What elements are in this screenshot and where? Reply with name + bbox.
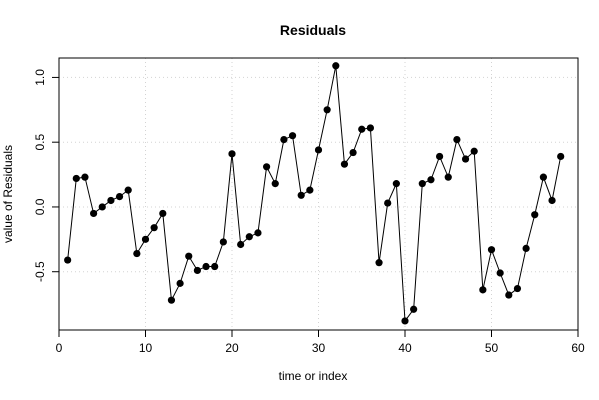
data-point: [271, 180, 279, 188]
x-tick-label: 60: [571, 341, 585, 355]
data-point: [72, 174, 80, 183]
data-point: [557, 152, 565, 161]
data-point: [245, 233, 253, 241]
data-point: [167, 296, 176, 304]
data-point: [98, 203, 106, 211]
data-point: [263, 163, 271, 171]
data-point: [436, 152, 444, 161]
data-point: [64, 256, 72, 264]
data-point: [496, 269, 504, 277]
data-point: [531, 211, 539, 219]
x-tick-label: 30: [312, 341, 326, 355]
data-point: [133, 249, 141, 258]
data-point: [366, 124, 374, 132]
data-point: [107, 196, 115, 205]
data-point: [81, 173, 89, 181]
x-tick-label: 40: [398, 341, 412, 355]
data-point: [228, 150, 236, 158]
data-point: [444, 173, 452, 181]
data-point: [384, 199, 392, 207]
data-point: [237, 240, 245, 249]
data-point: [427, 176, 435, 184]
data-point: [254, 229, 262, 237]
grid: [58, 58, 579, 330]
series-line: [67, 65, 562, 323]
data-point: [392, 180, 400, 188]
data-point: [522, 244, 530, 252]
chart-title: Residuals: [280, 22, 346, 38]
data-point: [193, 266, 201, 275]
data-point: [349, 148, 357, 157]
y-tick-label: 0.5: [33, 134, 47, 151]
data-point: [453, 136, 461, 144]
data-point: [90, 209, 98, 218]
y-tick-label: -0.5: [33, 261, 47, 282]
x-tick-label: 50: [485, 341, 499, 355]
data-point: [211, 262, 219, 271]
data-point: [548, 196, 556, 205]
data-point: [314, 146, 323, 154]
y-tick-label: 1.0: [33, 69, 47, 86]
data-point: [539, 173, 548, 181]
data-point: [401, 317, 409, 325]
data-point: [185, 252, 193, 260]
data-points: [64, 62, 565, 325]
data-point: [410, 305, 418, 313]
data-point: [159, 209, 167, 218]
data-point: [219, 238, 227, 246]
data-point: [513, 284, 522, 293]
data-point: [418, 180, 426, 188]
data-point: [375, 259, 383, 267]
data-point: [487, 246, 496, 254]
data-point: [141, 235, 150, 243]
x-axis-label: time or index: [279, 369, 348, 383]
data-point: [332, 62, 340, 70]
data-point: [340, 160, 349, 168]
data-point: [505, 291, 513, 299]
data-point: [202, 262, 210, 271]
axes: 0 10 20 30 40 50 60 -0.5 0.0 0.5 1.0: [33, 69, 585, 355]
data-point: [470, 147, 478, 155]
x-tick-label: 20: [225, 341, 239, 355]
y-tick-label: 0.0: [33, 198, 47, 215]
data-point: [176, 279, 184, 287]
data-point: [288, 132, 297, 140]
data-point: [124, 186, 132, 194]
data-point: [323, 106, 331, 114]
plot-frame: [58, 57, 579, 331]
y-axis-label: value of Residuals: [1, 145, 15, 243]
data-point: [461, 155, 470, 163]
x-tick-label: 0: [56, 341, 63, 355]
data-point: [115, 192, 124, 201]
x-tick-label: 10: [139, 341, 153, 355]
data-point: [358, 125, 366, 133]
data-point: [479, 286, 487, 294]
data-point: [150, 224, 158, 232]
data-point: [306, 186, 314, 194]
data-point: [280, 136, 288, 144]
data-point: [297, 191, 305, 199]
